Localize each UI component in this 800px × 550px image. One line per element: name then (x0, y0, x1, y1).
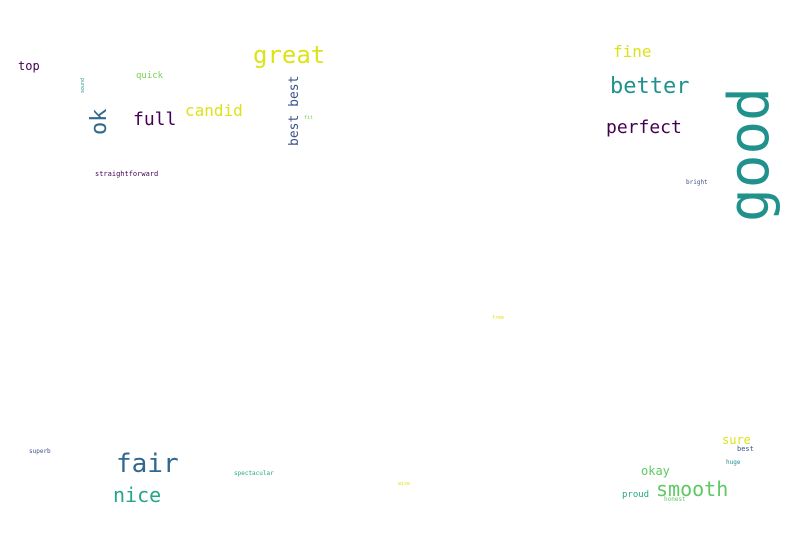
word-straightforward: straightforward (95, 170, 159, 178)
word-wise: wise (398, 481, 411, 487)
word-best: best (737, 445, 754, 453)
word-fit: fit (304, 115, 314, 121)
word-ok: ok (87, 108, 112, 136)
word-okay: okay (641, 464, 670, 478)
word-huge: huge (726, 459, 741, 466)
word-nice: nice (113, 483, 162, 507)
word-bright: bright (686, 179, 708, 186)
word-good: good (717, 87, 782, 222)
word-top: top (18, 59, 40, 73)
word-free: free (492, 315, 505, 321)
word-candid: candid (185, 101, 243, 120)
word-proud: proud (622, 490, 650, 500)
word-better: better (610, 74, 690, 99)
word-full: full (133, 109, 177, 130)
word-sure: sure (722, 433, 751, 447)
word-great: great (253, 41, 326, 69)
word-best-best: best best (287, 75, 302, 146)
word-fair: fair (116, 449, 179, 479)
word-superb: superb (29, 448, 51, 455)
word-smooth: smooth (656, 477, 729, 501)
word-perfect: perfect (606, 117, 682, 138)
word-quick: quick (136, 71, 164, 81)
word-spectacular: spectacular (234, 470, 274, 477)
word-fine: fine (613, 42, 652, 61)
word-sound: sound (80, 77, 86, 93)
word-honest: honest (664, 496, 686, 503)
